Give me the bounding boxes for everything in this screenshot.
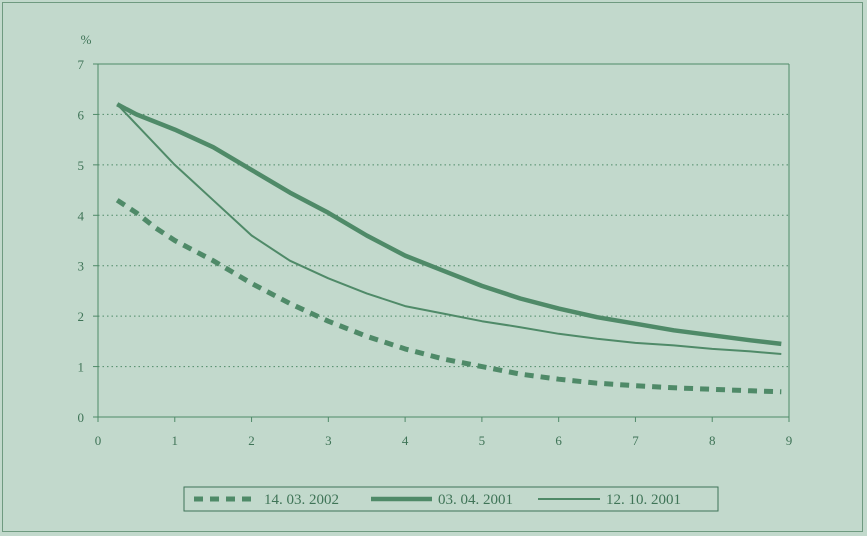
x-tick-label-1: 1	[172, 433, 179, 448]
x-tick-label-4: 4	[402, 433, 409, 448]
series-lines	[117, 104, 781, 392]
y-axis-ticks: 0 1 2 3 4 5 6 7	[78, 57, 99, 425]
series-line-2	[117, 104, 781, 344]
y-tick-label-2: 2	[78, 309, 85, 324]
x-tick-label-0: 0	[95, 433, 102, 448]
y-tick-label-5: 5	[78, 158, 85, 173]
y-axis-unit: %	[81, 32, 92, 47]
y-tick-label-7: 7	[78, 57, 85, 72]
x-tick-label-3: 3	[325, 433, 332, 448]
axes	[98, 64, 789, 417]
legend-label-3: 12. 10. 2001	[606, 492, 681, 508]
y-tick-label-6: 6	[78, 107, 85, 122]
x-tick-label-7: 7	[632, 433, 639, 448]
x-axis-ticks: 0 1 2 3 4 5 6 7 8 9	[95, 417, 793, 448]
series-line-1	[117, 200, 781, 392]
x-tick-label-6: 6	[555, 433, 562, 448]
y-tick-label-0: 0	[78, 410, 85, 425]
x-tick-label-8: 8	[709, 433, 716, 448]
legend-label-1: 14. 03. 2002	[264, 492, 339, 508]
grid-lines	[98, 64, 789, 367]
y-tick-label-1: 1	[78, 360, 85, 375]
x-tick-label-9: 9	[786, 433, 793, 448]
y-tick-label-4: 4	[78, 208, 85, 223]
legend: 14. 03. 2002 03. 04. 2001 12. 10. 2001	[184, 487, 718, 511]
x-tick-label-2: 2	[248, 433, 255, 448]
x-tick-label-5: 5	[479, 433, 486, 448]
y-tick-label-3: 3	[78, 259, 85, 274]
legend-label-2: 03. 04. 2001	[438, 492, 513, 508]
